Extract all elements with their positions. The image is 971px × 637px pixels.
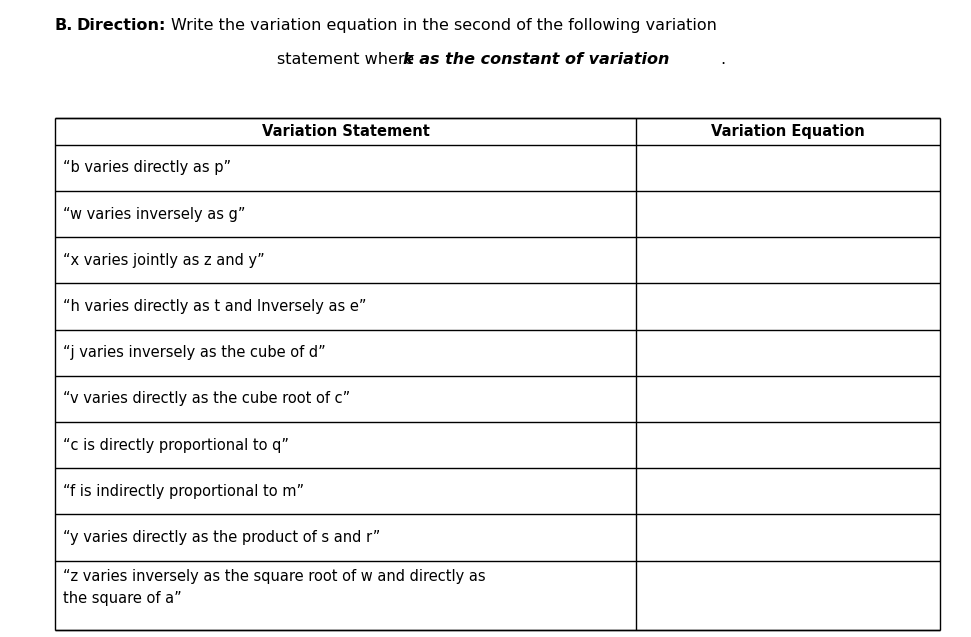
Text: “y varies directly as the product of s and r”: “y varies directly as the product of s a… bbox=[63, 530, 381, 545]
Text: “j varies inversely as the cube of d”: “j varies inversely as the cube of d” bbox=[63, 345, 325, 360]
Text: “b varies directly as p”: “b varies directly as p” bbox=[63, 161, 231, 175]
Text: “z varies inversely as the square root of w and directly as
the square of a”: “z varies inversely as the square root o… bbox=[63, 569, 486, 606]
Text: “c is directly proportional to q”: “c is directly proportional to q” bbox=[63, 438, 289, 453]
Text: Write the variation equation in the second of the following variation: Write the variation equation in the seco… bbox=[171, 18, 717, 33]
Text: B.: B. bbox=[55, 18, 74, 33]
Text: k as the constant of variation: k as the constant of variation bbox=[403, 52, 669, 67]
Text: Variation Statement: Variation Statement bbox=[262, 124, 429, 139]
Text: “w varies inversely as g”: “w varies inversely as g” bbox=[63, 206, 246, 222]
Text: “x varies jointly as z and y”: “x varies jointly as z and y” bbox=[63, 253, 265, 268]
Text: Variation Equation: Variation Equation bbox=[712, 124, 865, 139]
Text: statement where: statement where bbox=[277, 52, 419, 67]
Text: “f is indirectly proportional to m”: “f is indirectly proportional to m” bbox=[63, 484, 304, 499]
Text: .: . bbox=[720, 52, 725, 67]
Text: “h varies directly as t and Inversely as e”: “h varies directly as t and Inversely as… bbox=[63, 299, 366, 314]
Text: Direction:: Direction: bbox=[76, 18, 165, 33]
Text: “v varies directly as the cube root of c”: “v varies directly as the cube root of c… bbox=[63, 391, 351, 406]
